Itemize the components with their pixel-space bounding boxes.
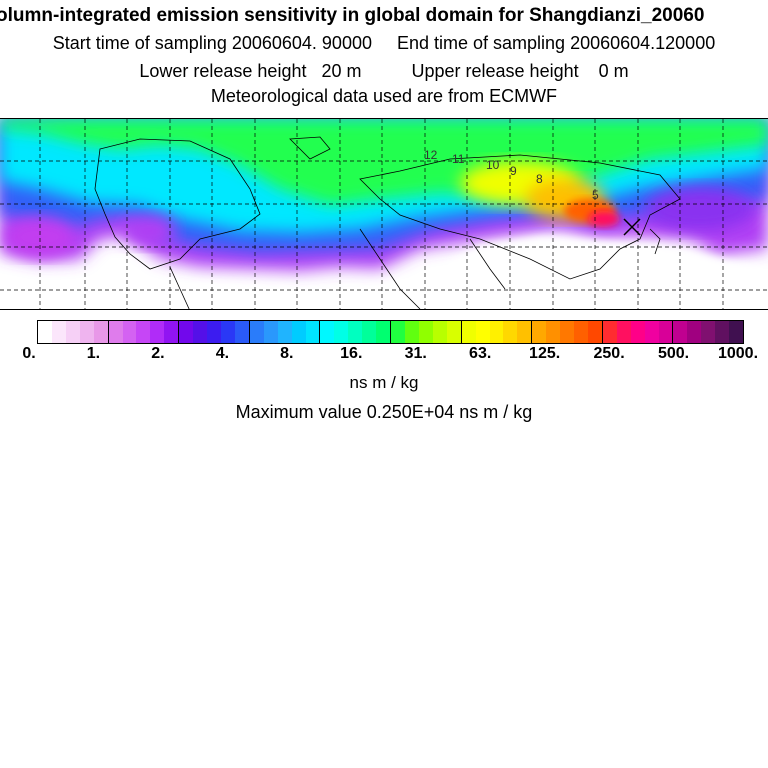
colorbar-segment <box>532 321 547 343</box>
legend-tick-label: 16. <box>340 345 363 362</box>
met-data-line: Meteorological data used are from ECMWF <box>210 86 558 106</box>
legend-unit: ns m / kg <box>349 373 419 392</box>
colorbar-segment <box>277 321 292 343</box>
max-value-line: Maximum value 0.250E+04 ns m / kg <box>235 402 533 422</box>
legend-colorbar <box>37 320 744 344</box>
colorbar-segment <box>38 321 52 343</box>
colorbar-segment <box>616 321 631 343</box>
colorbar-segment <box>79 321 94 343</box>
colorbar-segment <box>475 321 490 343</box>
colorbar-segment <box>136 321 151 343</box>
colorbar-segment <box>51 321 66 343</box>
colorbar-segment <box>644 321 659 343</box>
contour-label: 8 <box>536 172 543 186</box>
colorbar-segment <box>193 321 208 343</box>
colorbar-segment <box>729 321 744 343</box>
colorbar-segment <box>461 321 476 343</box>
map-svg: 12 11 10 9 8 5 <box>0 119 768 309</box>
colorbar-segment <box>164 321 180 343</box>
colorbar-segment <box>93 321 109 343</box>
colorbar-segment <box>602 321 617 343</box>
colorbar-segment <box>446 321 462 343</box>
contour-label: 5 <box>592 188 599 202</box>
colorbar-segment <box>179 321 194 343</box>
legend-ticks: 0. 1. 2. 4. 8. 16. 31. 63. 125. 250. 500. 1000. <box>0 345 768 367</box>
colorbar-segment <box>673 321 688 343</box>
colorbar-segment <box>587 321 603 343</box>
lat-lon-grid <box>0 119 768 309</box>
legend-tick-label: 2. <box>151 345 165 362</box>
colorbar-segment <box>65 321 80 343</box>
colorbar-segment <box>334 321 349 343</box>
colorbar-segment <box>503 321 518 343</box>
page-title: olumn-integrated emission sensitivity in… <box>0 5 705 26</box>
colorbar-segment <box>658 321 674 343</box>
sensitivity-field <box>0 119 768 309</box>
colorbar-segment <box>305 321 321 343</box>
legend-tick-label: 63. <box>469 345 492 362</box>
colorbar-segment <box>489 321 504 343</box>
colorbar-segment <box>546 321 561 343</box>
station-cross-icon <box>623 218 641 236</box>
legend-tick-label: 500. <box>657 345 690 362</box>
legend-tick-label: 250. <box>593 345 625 362</box>
contour-label: 9 <box>510 164 517 178</box>
contour-label: 12 <box>424 148 438 162</box>
sampling-time-line: Start time of sampling 20060604. 90000 E… <box>52 33 716 53</box>
colorbar-segment <box>517 321 533 343</box>
contour-label: 10 <box>486 158 500 172</box>
colorbar-segment <box>320 321 335 343</box>
colorbar-segment <box>560 321 575 343</box>
legend-tick-label: 1. <box>86 345 101 362</box>
colorbar-segment <box>220 321 235 343</box>
sensitivity-map: 12 11 10 9 8 5 <box>0 118 768 310</box>
contour-label: 11 <box>452 152 465 166</box>
colorbar-segment <box>150 321 165 343</box>
colorbar-segment <box>108 321 123 343</box>
colorbar-segment <box>687 321 702 343</box>
colorbar-segment <box>291 321 306 343</box>
colorbar-segment <box>701 321 716 343</box>
colorbar-segment <box>630 321 645 343</box>
legend-tick-label: 4. <box>215 345 230 362</box>
coastlines <box>94 136 681 309</box>
colorbar-segment <box>432 321 447 343</box>
colorbar-segment <box>715 321 730 343</box>
colorbar-segment <box>348 321 363 343</box>
colorbar-segment <box>263 321 278 343</box>
colorbar-segment <box>234 321 250 343</box>
legend-tick-label: 8. <box>280 345 294 362</box>
colorbar-segment <box>362 321 377 343</box>
legend-tick-label: 0. <box>22 345 36 362</box>
colorbar-segment <box>207 321 221 343</box>
legend-tick-label: 125. <box>529 345 561 362</box>
colorbar-segment <box>122 321 137 343</box>
colorbar-segment <box>404 321 419 343</box>
colorbar-segment <box>391 321 405 343</box>
release-height-line: Lower release height 20 m Upper release … <box>139 61 629 81</box>
colorbar-segment <box>574 321 588 343</box>
colorbar-segment <box>418 321 433 343</box>
colorbar-segment <box>249 321 264 343</box>
colorbar-segment <box>376 321 392 343</box>
legend-tick-label: 1000. <box>717 345 759 362</box>
legend-tick-label: 31. <box>404 345 427 362</box>
